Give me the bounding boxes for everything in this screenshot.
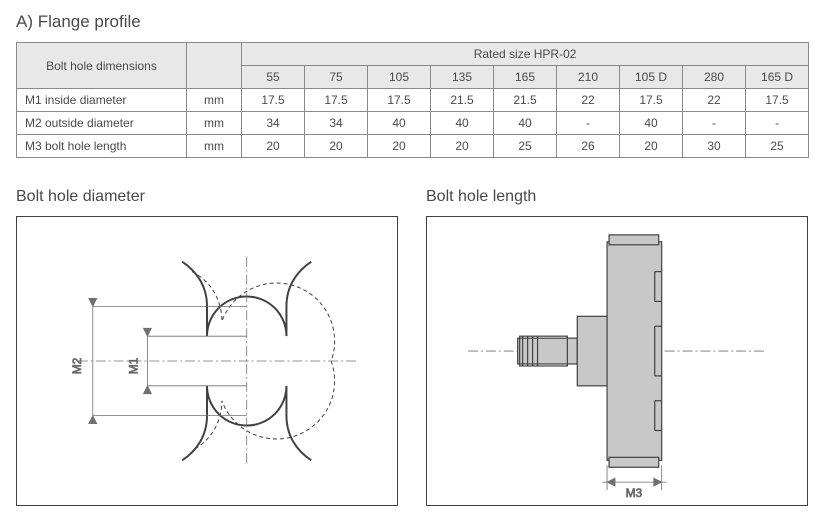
shaft: [518, 336, 578, 366]
cell: 40: [431, 112, 494, 135]
section-title: A) Flange profile: [16, 12, 808, 32]
cell: 34: [242, 112, 305, 135]
cell: 40: [368, 112, 431, 135]
size-col: 210: [557, 66, 620, 89]
cell: -: [746, 112, 809, 135]
cell: 25: [746, 135, 809, 158]
cell: 22: [683, 89, 746, 112]
m3-label: M3: [626, 486, 643, 500]
diagram-title: Bolt hole length: [426, 188, 808, 206]
size-col: 105: [368, 66, 431, 89]
centerlines: [78, 257, 356, 466]
bolt-hole-length-svg: M3: [427, 217, 807, 505]
diagram-frame: M1 M2: [16, 216, 398, 506]
cell: 20: [368, 135, 431, 158]
cell: 20: [431, 135, 494, 158]
cell: 17.5: [305, 89, 368, 112]
size-col: 75: [305, 66, 368, 89]
unit-cell: mm: [187, 89, 242, 112]
cell: 26: [557, 135, 620, 158]
cell: 17.5: [242, 89, 305, 112]
cell: 22: [557, 89, 620, 112]
table-row: M3 bolt hole length mm 20 20 20 20 25 26…: [17, 135, 809, 158]
row-header: Bolt hole dimensions: [17, 43, 187, 89]
hub: [577, 316, 607, 386]
cell: 21.5: [494, 89, 557, 112]
size-header: Rated size HPR-02: [242, 43, 809, 66]
cell: 21.5: [431, 89, 494, 112]
unit-cell: mm: [187, 112, 242, 135]
row-label: M1 inside diameter: [17, 89, 187, 112]
diagram-diameter: Bolt hole diameter: [16, 188, 398, 506]
bolt-hole-diameter-svg: M1 M2: [17, 217, 397, 505]
unit-cell: mm: [187, 135, 242, 158]
table-row: M1 inside diameter mm 17.5 17.5 17.5 21.…: [17, 89, 809, 112]
unit-header-blank: [187, 43, 242, 89]
cell: 17.5: [368, 89, 431, 112]
size-col: 55: [242, 66, 305, 89]
cell: 34: [305, 112, 368, 135]
m2-label: M2: [70, 357, 84, 374]
cell: 40: [494, 112, 557, 135]
size-col: 165 D: [746, 66, 809, 89]
size-col: 105 D: [620, 66, 683, 89]
cell: 20: [242, 135, 305, 158]
diagram-frame: M3: [426, 216, 808, 506]
spec-table: Bolt hole dimensions Rated size HPR-02 5…: [16, 42, 809, 158]
dim-m3: M3: [602, 465, 667, 500]
cell: -: [557, 112, 620, 135]
cell: 20: [620, 135, 683, 158]
cell: -: [683, 112, 746, 135]
cell: 17.5: [620, 89, 683, 112]
diagram-length: Bolt hole length: [426, 188, 808, 506]
cell: 40: [620, 112, 683, 135]
diagram-title: Bolt hole diameter: [16, 188, 398, 206]
size-col: 135: [431, 66, 494, 89]
cell: 25: [494, 135, 557, 158]
row-label: M2 outside diameter: [17, 112, 187, 135]
row-label: M3 bolt hole length: [17, 135, 187, 158]
table-row: M2 outside diameter mm 34 34 40 40 40 - …: [17, 112, 809, 135]
cell: 20: [305, 135, 368, 158]
m1-label: M1: [126, 357, 140, 374]
flange-body: [607, 235, 662, 467]
size-col: 280: [683, 66, 746, 89]
size-col: 165: [494, 66, 557, 89]
cell: 17.5: [746, 89, 809, 112]
cell: 30: [683, 135, 746, 158]
